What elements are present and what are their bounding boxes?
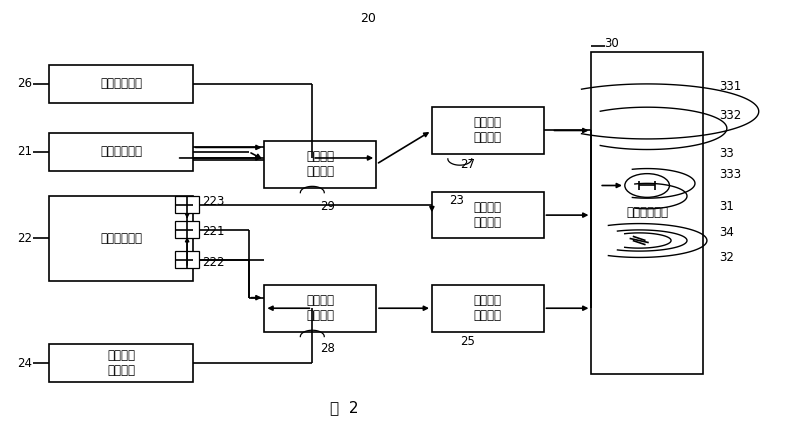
Text: 公共电压
产生单元: 公共电压 产生单元 — [107, 349, 135, 377]
Text: 20: 20 — [360, 12, 376, 25]
Text: 25: 25 — [460, 335, 474, 348]
Text: 图  2: 图 2 — [330, 400, 358, 415]
Text: 27: 27 — [460, 158, 474, 171]
Text: 26: 26 — [17, 78, 32, 90]
Bar — [432, 285, 543, 331]
Text: 33: 33 — [719, 147, 734, 160]
Bar — [50, 196, 193, 281]
Bar — [432, 107, 543, 154]
Text: 数据信号
输出单元: 数据信号 输出单元 — [474, 116, 502, 144]
Bar — [50, 65, 193, 103]
Text: 29: 29 — [320, 200, 335, 213]
Text: 32: 32 — [719, 251, 734, 264]
Text: 数据信号
开关单元: 数据信号 开关单元 — [306, 150, 334, 178]
Text: 28: 28 — [320, 342, 335, 355]
Text: 31: 31 — [719, 200, 734, 213]
Bar — [175, 222, 199, 239]
Text: 液晶显示面板: 液晶显示面板 — [626, 207, 668, 219]
Text: 34: 34 — [719, 225, 734, 239]
Bar — [50, 344, 193, 382]
Text: 伽马校正单元: 伽马校正单元 — [100, 78, 142, 90]
Text: 223: 223 — [202, 195, 225, 208]
Bar — [591, 52, 703, 374]
Text: 23: 23 — [450, 194, 464, 207]
Text: 22: 22 — [17, 232, 32, 245]
Text: 公共电压
开关单元: 公共电压 开关单元 — [306, 294, 334, 322]
Bar — [50, 132, 193, 171]
Text: 221: 221 — [202, 225, 225, 238]
Text: 栅极信号
输出单元: 栅极信号 输出单元 — [474, 201, 502, 229]
Text: 公共电压
输出单元: 公共电压 输出单元 — [474, 294, 502, 322]
Text: 21: 21 — [17, 145, 32, 158]
Bar — [432, 192, 543, 239]
Text: 栅极驱动单元: 栅极驱动单元 — [100, 232, 142, 245]
Text: 333: 333 — [719, 168, 741, 181]
Text: 24: 24 — [17, 357, 32, 370]
Bar — [175, 196, 199, 213]
Text: 331: 331 — [719, 80, 741, 92]
Bar — [175, 251, 199, 268]
Bar — [265, 285, 376, 331]
Bar — [265, 141, 376, 187]
Text: 222: 222 — [202, 256, 225, 269]
Text: 30: 30 — [604, 37, 619, 50]
Text: 控制信号单元: 控制信号单元 — [100, 145, 142, 158]
Text: 332: 332 — [719, 109, 741, 122]
